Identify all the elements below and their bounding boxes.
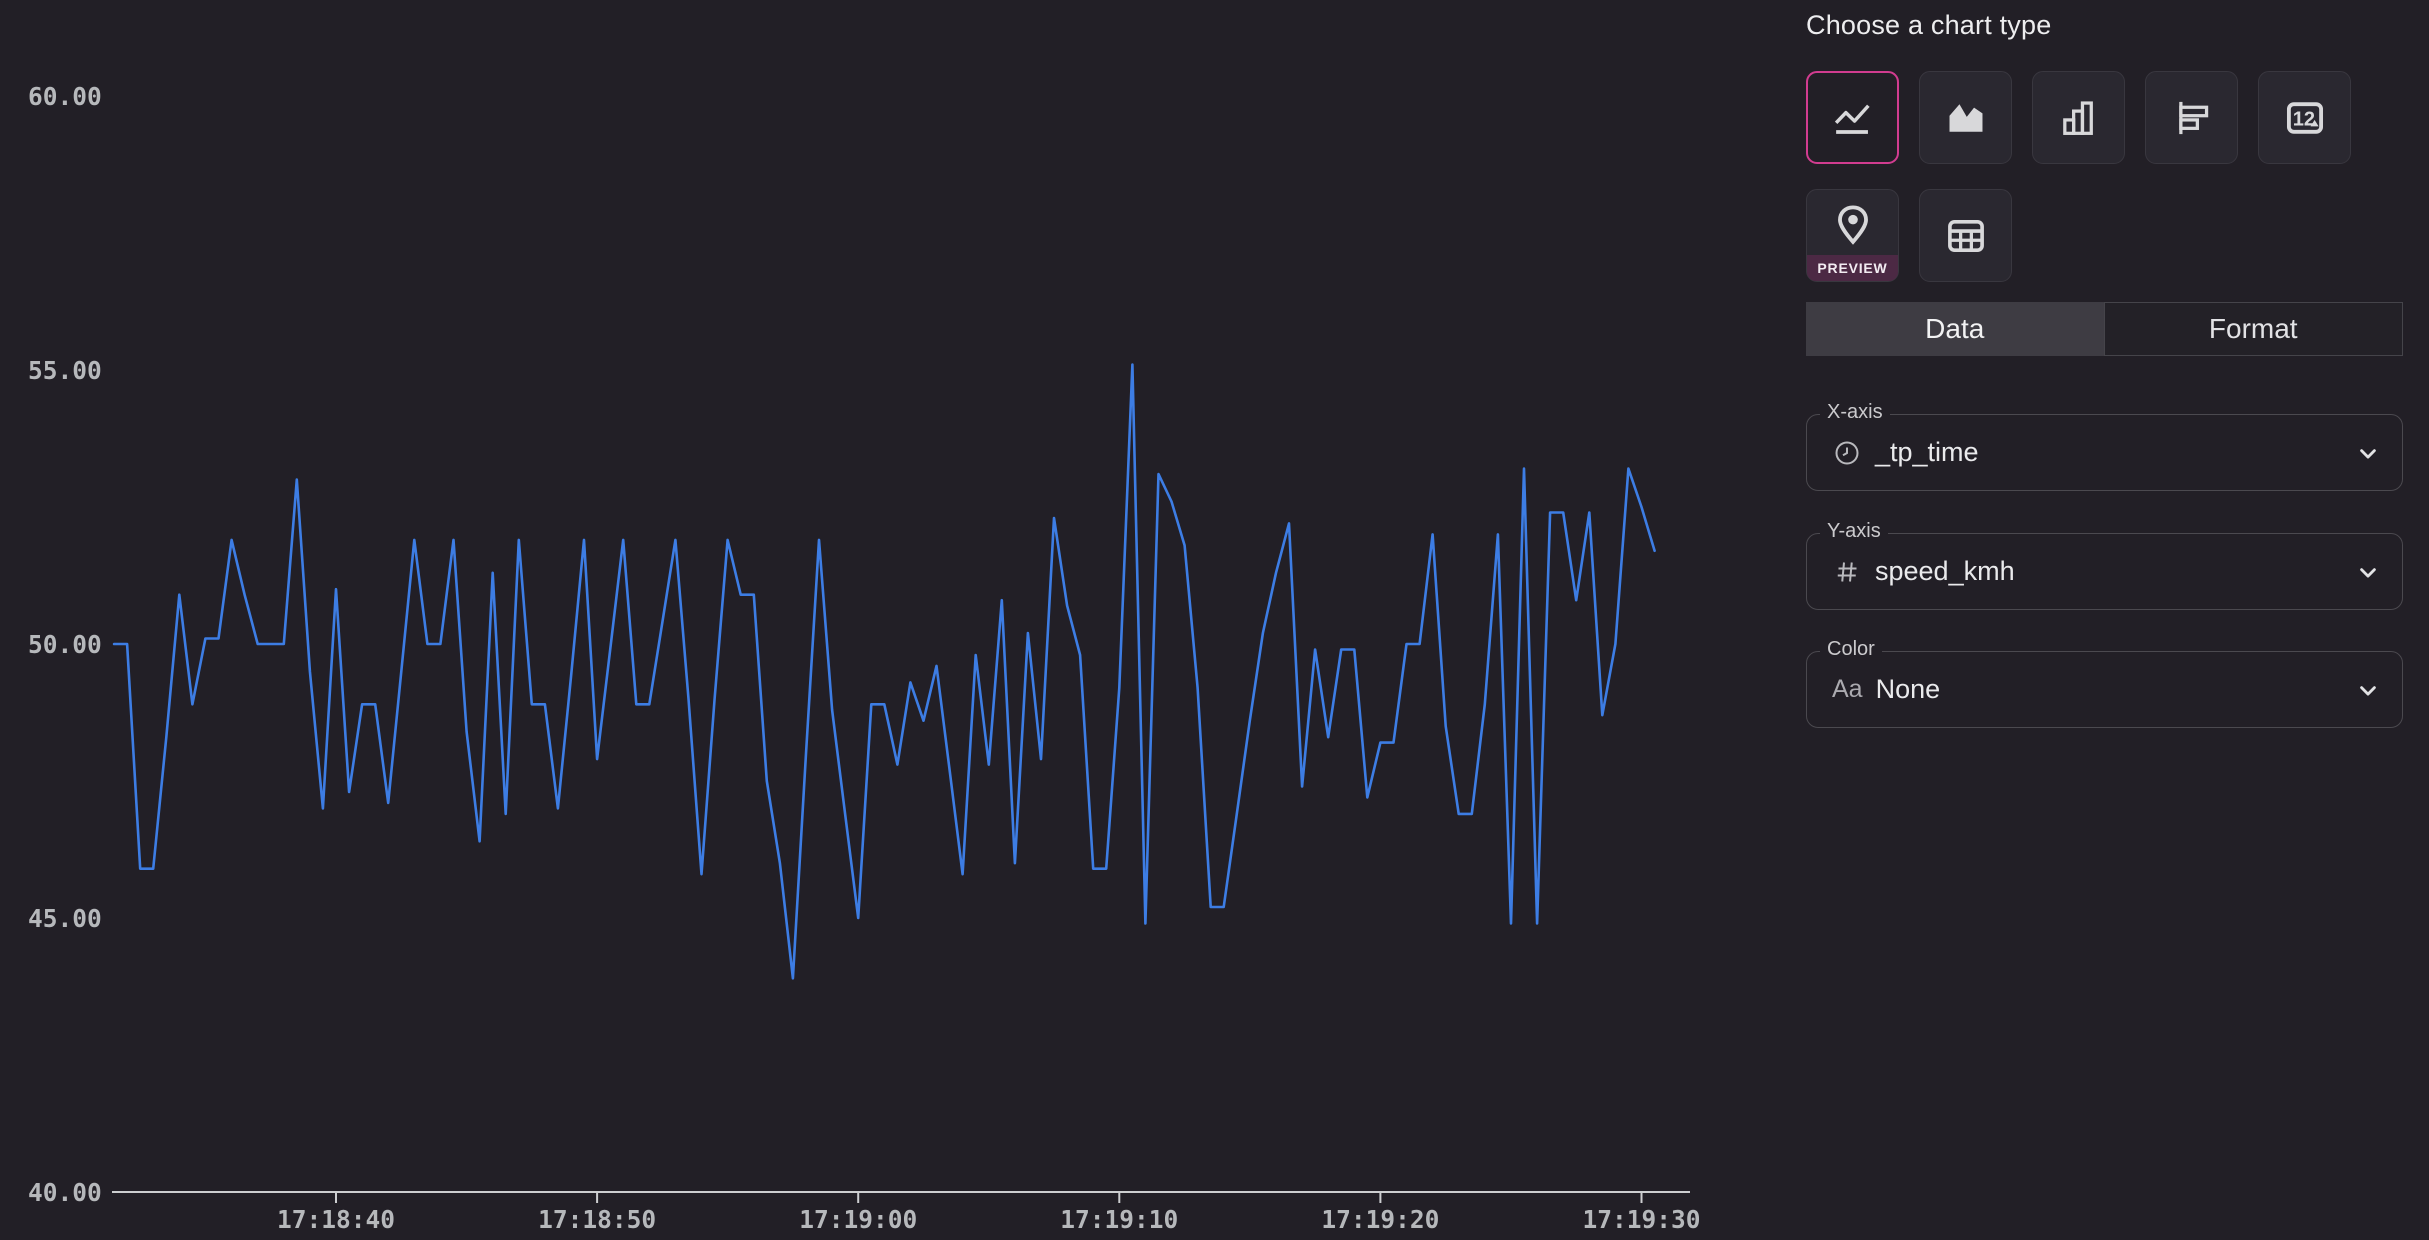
y-axis-tick-label: 55.00 (28, 356, 102, 385)
chart-line-speed-kmh (112, 363, 1656, 980)
color-select[interactable]: Color Aa None (1806, 638, 2403, 728)
chart-type-horizontal-bar-button[interactable] (2145, 71, 2238, 164)
chart-type-single-value-button[interactable]: 12 (2258, 71, 2351, 164)
y-axis-select[interactable]: Y-axis speed_kmh (1806, 520, 2403, 610)
chart-type-bar-button[interactable] (2032, 71, 2125, 164)
x-axis-tick-label: 17:19:10 (1060, 1205, 1178, 1234)
field-label: Y-axis (1820, 520, 1888, 543)
tab-data[interactable]: Data (1806, 302, 2104, 356)
chevron-down-icon (2360, 448, 2376, 458)
speed-line-chart[interactable]: 60.00 55.00 50.00 45.00 40.00 17:18:40 17:18:5… (0, 0, 1770, 1240)
chart-type-area-button[interactable] (1919, 71, 2012, 164)
x-axis-tick-label: 17:19:00 (799, 1205, 917, 1234)
field-label: Color (1820, 638, 1882, 661)
area-chart-icon (1949, 103, 1982, 132)
x-axis-tick-label: 17:18:40 (277, 1205, 395, 1234)
tab-format[interactable]: Format (2103, 302, 2403, 356)
y-axis-tick-label: 40.00 (28, 1178, 102, 1207)
svg-text:12: 12 (2292, 108, 2314, 130)
horizontal-bar-chart-icon (2178, 101, 2208, 134)
line-chart-icon (1834, 104, 1870, 134)
chevron-down-icon (2360, 567, 2376, 577)
bar-chart-icon (2062, 100, 2093, 135)
text-type-icon: Aa (1832, 675, 1863, 703)
chart-type-line-button[interactable] (1806, 71, 1899, 164)
table-chart-icon (1947, 219, 1984, 252)
x-axis-select[interactable]: X-axis _tp_time (1806, 401, 2403, 491)
chart-type-map-button[interactable]: PREVIEW (1806, 189, 1899, 282)
field-label: X-axis (1820, 401, 1890, 424)
clock-icon (1835, 441, 1859, 464)
x-axis-tick-label: 17:18:50 (538, 1205, 656, 1234)
chart-type-table-button[interactable] (1919, 189, 2012, 282)
x-axis-tick-label: 17:19:20 (1321, 1205, 1439, 1234)
chart-type-grid: 12 PREVIEW (1806, 71, 2351, 282)
hash-icon (1837, 561, 1857, 582)
field-value: _tp_time (1875, 437, 1979, 467)
field-value: speed_kmh (1875, 556, 2015, 586)
field-value: None (1875, 674, 1941, 704)
y-axis-tick-label: 60.00 (28, 82, 102, 111)
single-value-chart-icon: 12 (2286, 101, 2323, 134)
chart-config-panel: Choose a chart type 12 PREVIEW Data Format… (1806, 0, 2403, 1240)
chevron-down-icon (2360, 685, 2376, 695)
y-axis-tick-label: 50.00 (28, 630, 102, 659)
data-format-tabs: Data Format (1806, 302, 2403, 356)
x-axis-tick-label: 17:19:30 (1582, 1205, 1700, 1234)
y-axis-tick-label: 45.00 (28, 904, 102, 933)
map-chart-icon (1837, 204, 1868, 245)
preview-badge: PREVIEW (1807, 255, 1898, 281)
chart-canvas: 60.00 55.00 50.00 45.00 40.00 17:18:40 17:18:5… (0, 0, 1770, 1240)
panel-title: Choose a chart type (1806, 10, 2052, 40)
